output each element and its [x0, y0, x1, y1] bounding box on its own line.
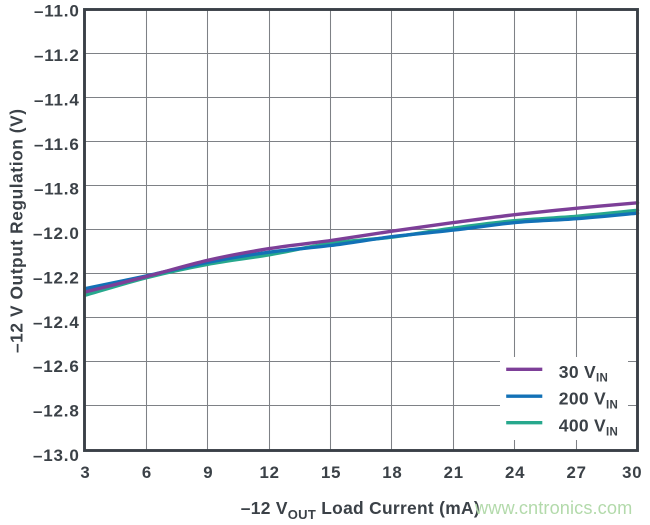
svg-text:21: 21 — [444, 463, 464, 482]
svg-text:6: 6 — [142, 463, 152, 482]
svg-text:24: 24 — [505, 463, 525, 482]
svg-text:–13.0: –13.0 — [33, 446, 80, 465]
svg-text:–11.2: –11.2 — [34, 46, 80, 65]
svg-text:30: 30 — [622, 463, 642, 482]
svg-text:–12 VOUT Load Current (mA): –12 VOUT Load Current (mA) — [241, 498, 480, 522]
svg-text:–12.0: –12.0 — [33, 224, 80, 243]
svg-text:27: 27 — [566, 463, 586, 482]
svg-text:–11.8: –11.8 — [34, 179, 80, 198]
svg-text:400 VIN: 400 VIN — [559, 416, 618, 439]
svg-text:3: 3 — [80, 463, 90, 482]
svg-text:18: 18 — [382, 463, 402, 482]
svg-text:–12.4: –12.4 — [33, 313, 80, 332]
svg-text:200 VIN: 200 VIN — [559, 389, 618, 412]
svg-text:–11.0: –11.0 — [34, 2, 80, 21]
svg-text:–12.6: –12.6 — [33, 357, 80, 376]
svg-text:12: 12 — [260, 463, 280, 482]
svg-text:15: 15 — [321, 463, 341, 482]
svg-text:–11.4: –11.4 — [34, 91, 80, 110]
svg-text:–11.6: –11.6 — [34, 135, 80, 154]
svg-text:30 VIN: 30 VIN — [559, 362, 608, 385]
svg-text:www.cntronics.com: www.cntronics.com — [474, 498, 632, 518]
svg-text:–12 V Output Regulation (V): –12 V Output Regulation (V) — [7, 108, 27, 353]
svg-text:–12.8: –12.8 — [33, 402, 80, 421]
svg-text:9: 9 — [203, 463, 213, 482]
svg-text:–12.2: –12.2 — [33, 268, 80, 287]
